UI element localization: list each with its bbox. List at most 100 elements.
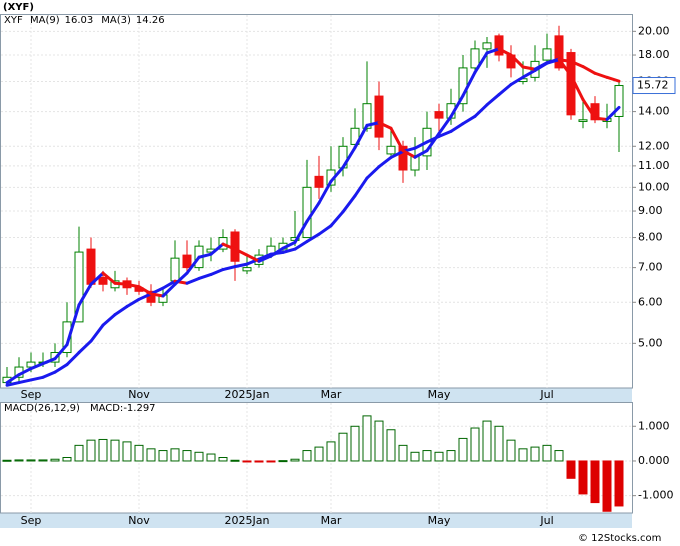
ma-line (569, 59, 585, 69)
legend-value: 14.26 (136, 15, 165, 26)
footer: © 12Stocks.com (578, 533, 661, 544)
ma-line (77, 282, 93, 307)
macd-bar (230, 459, 240, 462)
ma-line (353, 123, 369, 150)
x-tick-label: Nov (128, 514, 150, 527)
ma-line (29, 375, 45, 382)
macd-bar (350, 425, 360, 462)
ma-line (341, 194, 357, 214)
ma-line (437, 114, 453, 136)
macd-bar (242, 460, 252, 463)
macd-bar (518, 448, 528, 462)
macd-bar (98, 438, 108, 462)
ma-line (149, 292, 165, 298)
ma-line (185, 276, 201, 285)
macd-bar (206, 453, 216, 462)
ma-line (377, 121, 393, 130)
macd-bar (482, 420, 492, 462)
ma-line (221, 265, 237, 272)
macd-bar (494, 425, 504, 462)
macd-bar (338, 432, 348, 462)
macd-bar (566, 460, 576, 479)
ma-line (581, 65, 597, 75)
ma-line (29, 362, 45, 371)
macd-bar (62, 457, 72, 462)
macd-bar (470, 427, 480, 462)
candle-body (494, 35, 504, 56)
macd-bar (458, 437, 468, 462)
macd-bar (422, 450, 432, 462)
ma-line (89, 271, 105, 286)
ma-line (425, 132, 441, 153)
ma-line (461, 114, 477, 126)
candle-body (182, 254, 192, 269)
ma-line (413, 149, 429, 159)
ma-line (257, 254, 273, 263)
candle-body (86, 248, 96, 285)
macd-bar (614, 460, 624, 507)
ma-line (509, 53, 525, 69)
y-tick-label: 8.00 (638, 231, 663, 244)
ma-line (125, 297, 141, 308)
candle-body (242, 267, 252, 272)
candle-body (170, 257, 180, 282)
y-tick-label: 9.00 (638, 204, 663, 217)
macd-bar (110, 439, 120, 462)
x-tick-label: May (428, 388, 451, 401)
ma-line (305, 232, 321, 244)
ma-line (209, 268, 225, 276)
ma-line (65, 303, 81, 347)
ma-line (281, 240, 297, 250)
y-tick-label: 11.00 (638, 159, 670, 172)
macd-bar (506, 439, 516, 462)
ma-line (593, 116, 609, 121)
x-tick-label: 2025Jan (225, 388, 270, 401)
legend-label: MA(9) (30, 15, 60, 26)
ma-line (113, 281, 129, 286)
candle-body (386, 145, 396, 155)
macd-bar (158, 450, 168, 462)
macd-bar (386, 429, 396, 462)
ma-line (233, 262, 249, 269)
macd-bar (146, 448, 156, 462)
candle-body (554, 35, 564, 69)
ma-line (317, 179, 333, 205)
ma-line (449, 122, 465, 133)
ma-line (53, 363, 69, 374)
ma-line (413, 140, 429, 150)
macd-bar (134, 444, 144, 462)
macd-bar (194, 451, 204, 462)
macd-bar (182, 450, 192, 462)
macd-bar (170, 448, 180, 462)
ma-line (41, 357, 57, 366)
ma-line (281, 247, 297, 254)
y-tick-label: 1.000 (638, 419, 670, 432)
ma-line (389, 126, 405, 153)
ma-line (437, 129, 453, 138)
x-tick-label: Nov (128, 388, 150, 401)
macd-bar (26, 459, 36, 462)
date-band (0, 513, 632, 528)
macd-bar (326, 441, 336, 462)
candle-body (350, 127, 360, 145)
ma-line (209, 242, 225, 256)
ma-line (5, 373, 21, 385)
ma-line (305, 201, 321, 223)
ma-line (161, 279, 177, 290)
y-tick-label: 6.00 (638, 295, 663, 308)
ma-line (137, 285, 153, 296)
ma-line (533, 61, 549, 71)
ma-line (65, 351, 81, 367)
ma-line (473, 103, 489, 118)
candle-body (62, 321, 72, 354)
macd-bar (254, 460, 264, 463)
x-tick-label: Mar (321, 514, 342, 527)
ma-line (161, 282, 177, 298)
macd-bar (74, 444, 84, 462)
macd-bar (86, 439, 96, 462)
ma-line (5, 381, 21, 387)
ma-line (41, 370, 57, 379)
ma-line (329, 165, 345, 183)
macd-bar (2, 459, 12, 462)
ma-line (53, 343, 69, 361)
